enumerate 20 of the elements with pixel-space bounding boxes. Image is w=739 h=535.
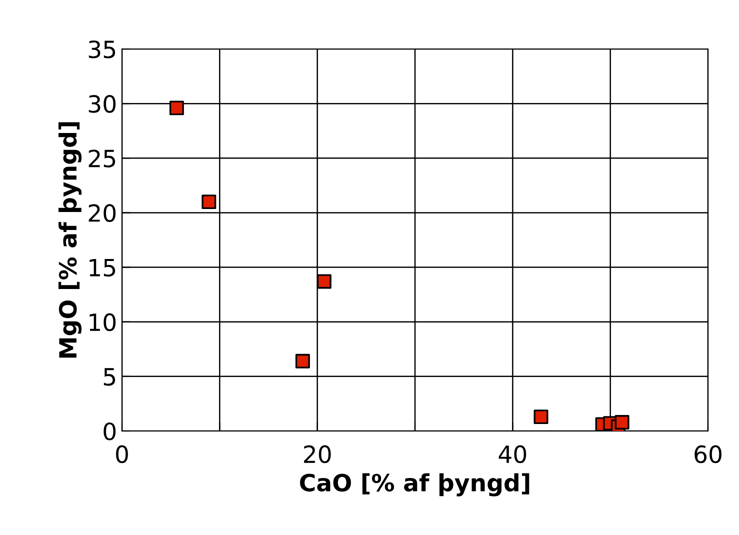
y-tick-label: 25 — [88, 150, 116, 168]
x-axis-title: CaO [% af þyngd] — [300, 473, 530, 496]
y-axis-title: MgO [% af þyngd] — [58, 122, 82, 358]
x-tick-label: 20 — [304, 445, 331, 464]
y-tick-label: 35 — [88, 40, 116, 58]
y-tick-label: 15 — [90, 259, 116, 277]
x-tick-label: 60 — [694, 445, 722, 464]
point — [614, 415, 630, 430]
x-tick-label: 40 — [498, 445, 526, 464]
point — [534, 410, 548, 424]
point — [316, 274, 332, 289]
x-tick-label: 0 — [116, 445, 128, 464]
y-tick-label: 10 — [90, 313, 116, 332]
y-tick-label: 20 — [88, 204, 116, 222]
y-tick-label: 30 — [88, 95, 116, 113]
y-tick-label: 5 — [104, 368, 116, 386]
y-tick-label: 0 — [104, 422, 116, 440]
point — [202, 194, 216, 210]
point — [169, 100, 184, 116]
point — [295, 354, 310, 368]
